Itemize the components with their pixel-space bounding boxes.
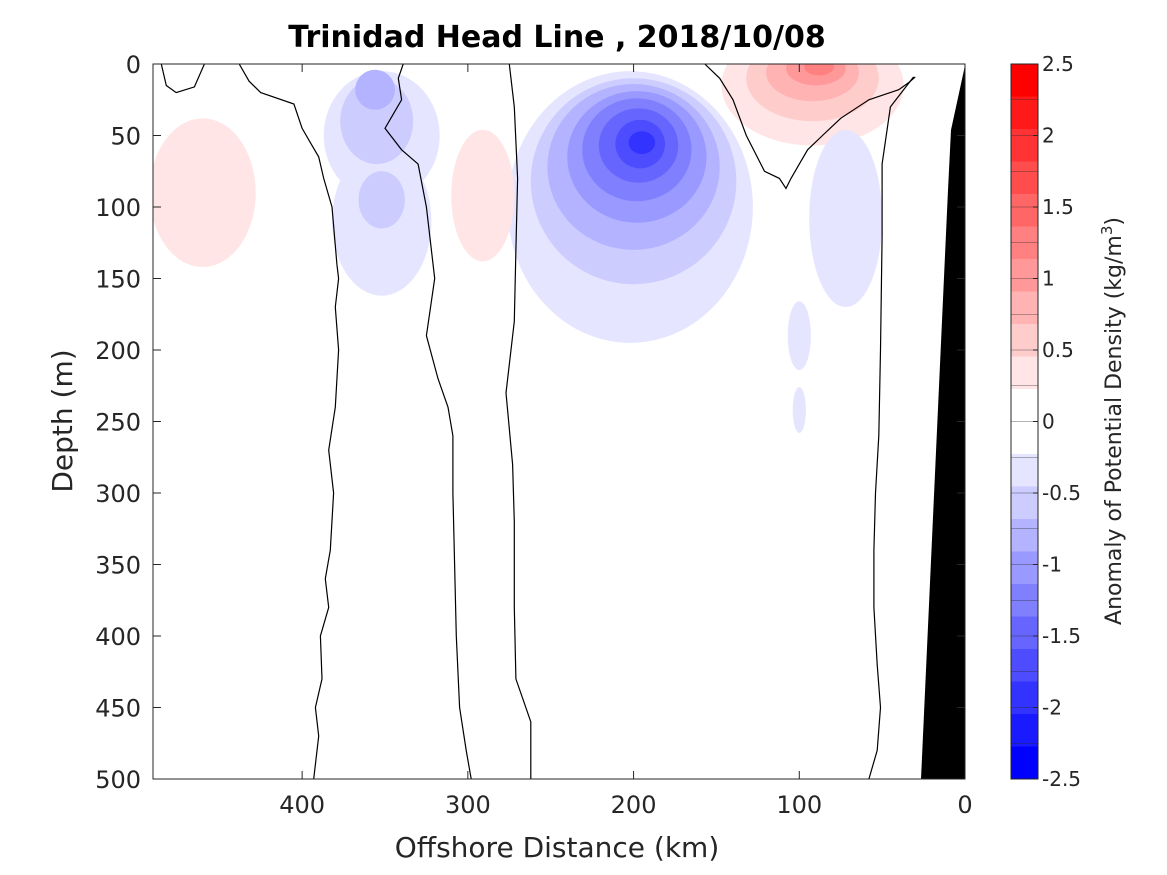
colorbar-swatch xyxy=(1011,194,1038,227)
colorbar-swatch xyxy=(1011,96,1038,130)
colorbar-swatch xyxy=(1011,681,1038,715)
colorbar-tick-label: 2 xyxy=(1042,124,1055,148)
colorbar-label-end: ) xyxy=(1102,217,1127,226)
x-tick-label: 100 xyxy=(776,791,822,819)
y-axis-label: Depth (m) xyxy=(46,349,79,492)
x-axis: 400 300 200 100 0 xyxy=(279,64,973,819)
colorbar-tick-label: 1 xyxy=(1042,267,1055,291)
zero-contour-lines xyxy=(160,64,916,779)
x-axis-label: Offshore Distance (km) xyxy=(395,831,720,864)
bathymetry-seafloor xyxy=(921,64,965,779)
colorbar-swatch xyxy=(1011,649,1038,682)
contour-central xyxy=(505,64,532,779)
blob-coastal-positive-l5 xyxy=(804,64,835,76)
contour-far-west-corner xyxy=(160,64,205,94)
colorbar-swatch xyxy=(1011,486,1038,520)
colorbar-tick-label: -1.5 xyxy=(1042,624,1081,648)
colorbar-label-main: Anomaly of Potential Density (kg/m xyxy=(1102,235,1127,625)
y-tick-label: 150 xyxy=(95,266,141,294)
y-tick-label: 350 xyxy=(95,552,141,580)
y-tick-label: 0 xyxy=(126,51,141,79)
contour-coastal-upper xyxy=(704,64,916,190)
colorbar-swatch xyxy=(1011,616,1038,650)
colorbar-swatch xyxy=(1011,454,1038,487)
x-tick-label: 300 xyxy=(445,791,491,819)
colorbar-tick-label: 1.5 xyxy=(1042,195,1074,219)
colorbar-swatch xyxy=(1011,746,1038,780)
colorbar-swatch xyxy=(1011,64,1038,97)
colorbar: 2.5 2 1.5 1 0.5 0 -0.5 -1 -1.5 -2 -2.5 xyxy=(1010,52,1081,791)
colorbar-swatch xyxy=(1011,259,1038,292)
x-tick-label: 0 xyxy=(957,791,972,819)
blob-nearshore-negative xyxy=(809,129,883,308)
colorbar-swatch xyxy=(1011,291,1038,325)
y-tick-label: 250 xyxy=(95,409,141,437)
blob-small-negative-2 xyxy=(792,387,806,433)
y-tick-label: 50 xyxy=(110,123,141,151)
contour-coastal-lower xyxy=(868,76,915,779)
colorbar-swatch xyxy=(1011,324,1038,357)
contour-west xyxy=(238,64,340,779)
colorbar-tick-label: 2.5 xyxy=(1042,52,1074,76)
blob-mid-positive xyxy=(451,129,515,262)
colorbar-swatch xyxy=(1011,714,1038,747)
colorbar-swatch xyxy=(1011,519,1038,552)
colorbar-tick-label: -2.5 xyxy=(1042,767,1081,791)
y-tick-label: 300 xyxy=(95,480,141,508)
y-tick-label: 200 xyxy=(95,337,141,365)
blob-small-negative-1 xyxy=(787,301,811,371)
colorbar-tick-label: 0.5 xyxy=(1042,338,1074,362)
blob-west-core xyxy=(355,69,395,110)
colorbar-label-superscript: 3 xyxy=(1098,226,1116,236)
blob-center-l8 xyxy=(628,131,656,155)
colorbar-tick-label: -0.5 xyxy=(1042,481,1081,505)
colorbar-swatch xyxy=(1011,551,1038,585)
x-tick-label: 400 xyxy=(279,791,325,819)
colorbar-swatch xyxy=(1011,161,1038,195)
colorbar-tick-label: -2 xyxy=(1042,696,1062,720)
colorbar-tick-label: 0 xyxy=(1042,410,1055,434)
chart-title: Trinidad Head Line , 2018/10/08 xyxy=(288,20,825,55)
y-axis: 0 50 100 150 200 250 300 350 400 450 500 xyxy=(95,51,965,794)
x-tick-label: 200 xyxy=(611,791,657,819)
colorbar-swatch xyxy=(1011,389,1038,422)
colorbar-tick-label: -1 xyxy=(1042,553,1062,577)
colorbar-swatch xyxy=(1011,421,1038,455)
anomaly-field xyxy=(153,64,904,433)
y-tick-label: 100 xyxy=(95,194,141,222)
colorbar-swatch xyxy=(1011,356,1038,390)
y-tick-label: 400 xyxy=(95,623,141,651)
blob-far-west-positive xyxy=(153,118,256,268)
y-tick-label: 450 xyxy=(95,695,141,723)
contour-west-central xyxy=(384,64,472,779)
colorbar-label: Anomaly of Potential Density (kg/m3) xyxy=(1098,217,1127,625)
colorbar-swatch xyxy=(1011,129,1038,162)
blob-west-lower-l2 xyxy=(358,171,405,229)
y-tick-label: 500 xyxy=(95,766,141,794)
